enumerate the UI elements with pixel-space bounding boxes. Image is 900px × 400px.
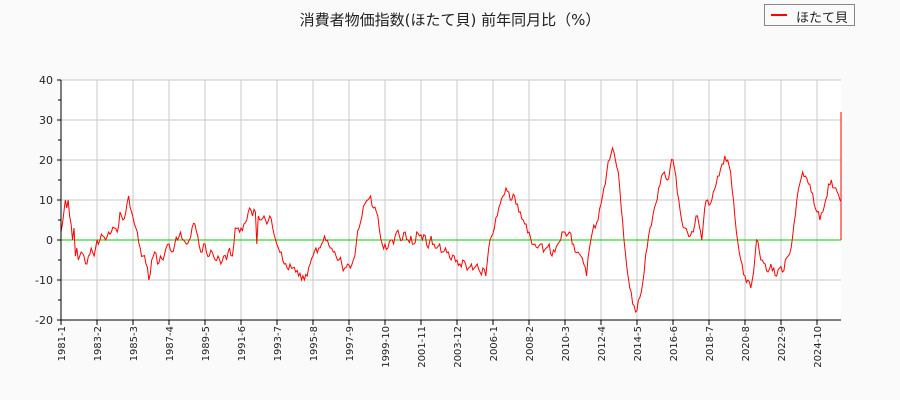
- x-tick-label: 1995-8: [309, 326, 320, 361]
- x-tick-label: 2024-10: [813, 326, 824, 368]
- x-tick-label: 1999-10: [381, 326, 392, 368]
- series-line: [60, 112, 842, 314]
- y-tick-label: -10: [35, 274, 53, 287]
- x-tick-label: 1989-5: [201, 326, 212, 361]
- y-tick-label: 20: [39, 154, 53, 167]
- x-tick-label: 2014-5: [633, 326, 644, 361]
- x-tick-label: 2010-3: [561, 326, 572, 361]
- x-tick-label: 1981-1: [57, 326, 68, 361]
- legend-label: ほたて貝: [796, 11, 849, 26]
- y-tick-label: -20: [35, 314, 53, 327]
- y-tick-label: 30: [39, 114, 53, 127]
- x-tick-label: 1983-2: [93, 326, 104, 361]
- x-tick-label: 2018-7: [705, 326, 716, 361]
- y-tick-label: 0: [46, 234, 53, 247]
- y-tick-label: 10: [39, 194, 53, 207]
- x-tick-label: 2006-1: [489, 326, 500, 361]
- x-axis-ticks: 1981-1 1983-2 1985-3 1987-4 1989-5 1991-6 1993…: [57, 320, 824, 368]
- legend-swatch-red-line: [771, 14, 787, 16]
- x-tick-label: 2003-12: [453, 326, 464, 368]
- x-tick-label: 1993-7: [273, 326, 284, 361]
- legend: ほたて貝: [764, 4, 855, 26]
- y-axis-ticks: 40 30 20 10 0 -10 -20: [35, 74, 61, 327]
- chart-title: 消費者物価指数(ほたて貝) 前年同月比（%）: [299, 11, 601, 29]
- x-tick-label: 1985-3: [129, 326, 140, 361]
- x-tick-label: 2020-8: [741, 326, 752, 361]
- x-tick-label: 2012-4: [597, 326, 608, 361]
- x-tick-label: 1991-6: [237, 326, 248, 361]
- x-tick-label: 1997-9: [345, 326, 356, 361]
- x-tick-label: 1987-4: [165, 326, 176, 361]
- x-tick-label: 2022-9: [777, 326, 788, 361]
- x-tick-label: 2016-6: [669, 326, 680, 361]
- x-tick-label: 2001-11: [417, 326, 428, 368]
- y-tick-label: 40: [39, 74, 53, 87]
- x-tick-label: 2008-2: [525, 326, 536, 361]
